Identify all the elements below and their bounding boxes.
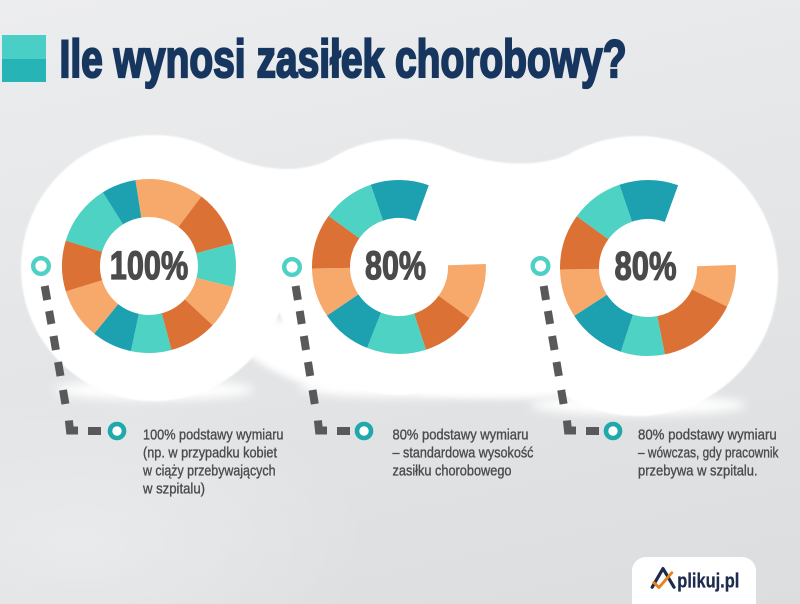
- svg-text:– wówczas, gdy pracownik: – wówczas, gdy pracownik: [638, 444, 779, 461]
- svg-text:80% podstawy wymiaru: 80% podstawy wymiaru: [393, 426, 529, 443]
- svg-text:(np. w przypadku kobiet: (np. w przypadku kobiet: [143, 445, 278, 462]
- svg-text:80%: 80%: [365, 244, 426, 288]
- svg-text:100% podstawy wymiaru: 100% podstawy wymiaru: [143, 426, 284, 443]
- svg-text:100%: 100%: [110, 244, 188, 288]
- svg-text:w ciąży przebywających: w ciąży przebywających: [142, 463, 275, 480]
- svg-text:– standardowa wysokość: – standardowa wysokość: [393, 444, 534, 461]
- svg-text:w szpitalu): w szpitalu): [142, 481, 205, 498]
- svg-text:zasiłku chorobowego: zasiłku chorobowego: [393, 463, 512, 480]
- svg-text:80% podstawy wymiaru: 80% podstawy wymiaru: [638, 426, 777, 443]
- svg-text:80%: 80%: [615, 245, 677, 289]
- svg-text:Ile wynosi zasiłek chorobowy?: Ile wynosi zasiłek chorobowy?: [60, 30, 627, 89]
- svg-text:plikuj.pl: plikuj.pl: [677, 571, 739, 593]
- svg-text:przebywa w szpitalu.: przebywa w szpitalu.: [638, 463, 758, 480]
